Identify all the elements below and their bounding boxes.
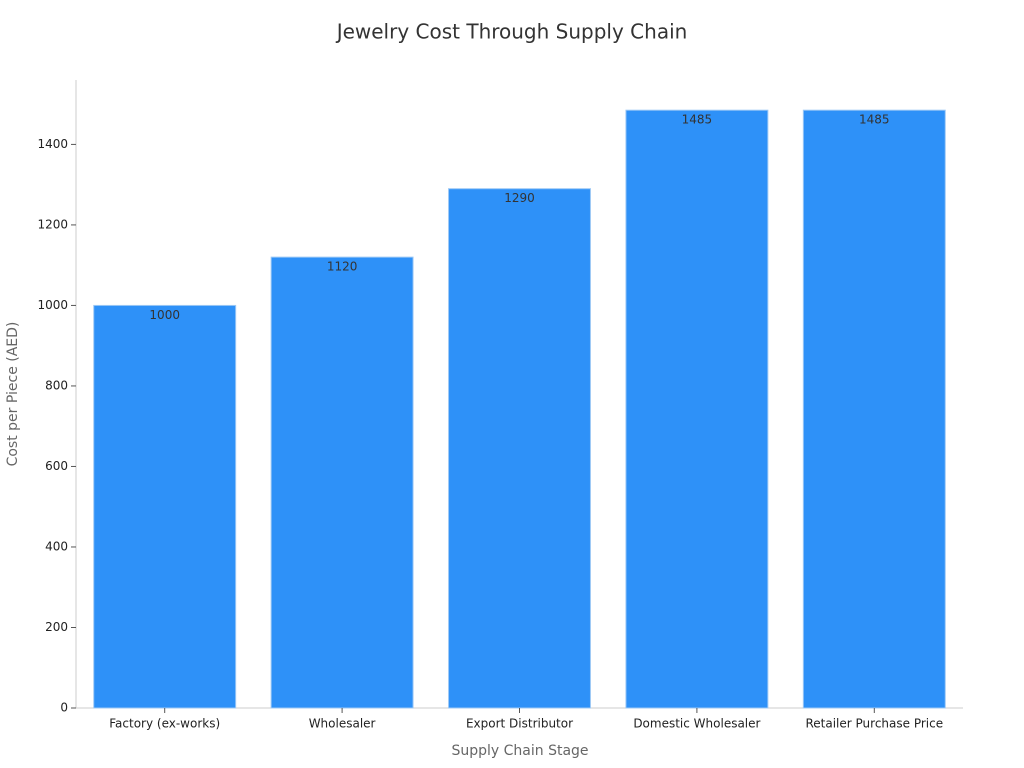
value-label: 1485 — [859, 113, 890, 127]
x-tick-label: Retailer Purchase Price — [805, 717, 943, 731]
y-tick-label: 0 — [60, 701, 68, 715]
x-tick-label: Factory (ex-works) — [109, 717, 220, 731]
y-tick-label: 200 — [45, 620, 68, 634]
value-label: 1485 — [682, 113, 713, 127]
y-tick-label: 1400 — [37, 137, 68, 151]
value-label: 1290 — [504, 191, 535, 205]
bar — [93, 304, 237, 709]
y-tick-label: 400 — [45, 539, 68, 553]
bar — [448, 188, 591, 709]
y-tick-label: 1000 — [37, 298, 68, 312]
y-tick-label: 600 — [45, 459, 68, 473]
chart-title: Jewelry Cost Through Supply Chain — [335, 20, 688, 44]
y-axis-title: Cost per Piece (AED) — [5, 322, 21, 467]
bar — [802, 109, 946, 709]
bar — [625, 109, 769, 709]
x-tick-label: Export Distributor — [466, 717, 573, 731]
y-tick-label: 1200 — [37, 217, 68, 231]
value-label: 1120 — [327, 260, 358, 274]
x-tick-label: Wholesaler — [309, 717, 376, 731]
value-label: 1000 — [149, 308, 180, 322]
y-tick-label: 800 — [45, 378, 68, 392]
x-axis-title: Supply Chain Stage — [451, 743, 588, 759]
bar — [270, 256, 414, 709]
x-tick-label: Domestic Wholesaler — [633, 717, 760, 731]
